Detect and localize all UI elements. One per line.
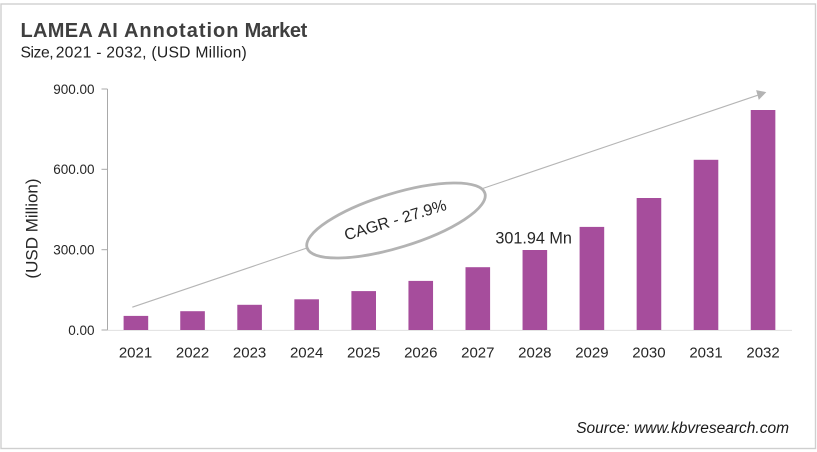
svg-text:Source: www.kbvresearch.com: Source: www.kbvresearch.com (576, 420, 789, 437)
svg-text:2032: 2032 (746, 344, 779, 361)
svg-text:2025: 2025 (347, 344, 380, 361)
svg-text:2031: 2031 (689, 344, 722, 361)
svg-text:2030: 2030 (632, 344, 665, 361)
svg-text:2027: 2027 (461, 344, 494, 361)
svg-text:2028: 2028 (518, 344, 551, 361)
svg-text:2023: 2023 (233, 344, 266, 361)
svg-text:(USD Million): (USD Million) (23, 178, 42, 278)
svg-text:2022: 2022 (176, 344, 209, 361)
svg-text:2021: 2021 (119, 344, 152, 361)
svg-text:Size, 2021 - 2032, (USD Millio: Size, 2021 - 2032, (USD Million) (21, 45, 248, 62)
svg-text:300.00: 300.00 (53, 243, 94, 258)
svg-text:0.00: 0.00 (68, 323, 94, 338)
svg-text:2024: 2024 (290, 344, 323, 361)
svg-text:2026: 2026 (404, 344, 437, 361)
svg-text:301.94 Mn: 301.94 Mn (495, 230, 572, 248)
svg-text:600.00: 600.00 (53, 162, 94, 177)
svg-text:2029: 2029 (575, 344, 608, 361)
svg-text:900.00: 900.00 (53, 82, 94, 97)
